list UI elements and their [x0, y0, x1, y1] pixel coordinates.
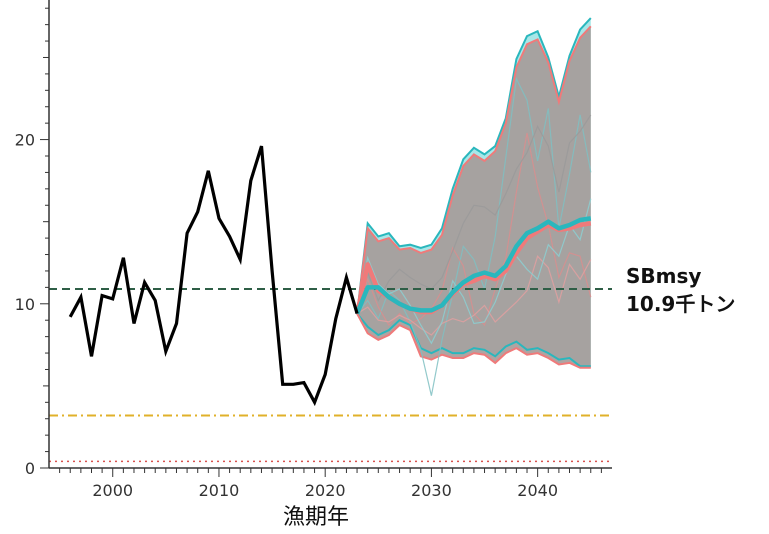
x-tick-label: 2000: [92, 481, 133, 500]
median-line-0: [355, 216, 592, 315]
x-tick-label: 2010: [199, 481, 240, 500]
sbmsy-label-line2: 10.9千トン: [626, 292, 736, 316]
x-tick-label: 2020: [305, 481, 346, 500]
band-lower-1: [356, 313, 591, 369]
sample-path-4: [356, 198, 592, 345]
x-axis-title: 漁期年: [283, 505, 349, 530]
historical-line: [68, 145, 359, 407]
projection-bands: [356, 17, 592, 369]
sample-path-0: [356, 76, 592, 396]
x-ticks: 2000 2010 2020 2030 2040: [59, 468, 602, 500]
band-1: [357, 26, 591, 368]
band-upper-0: [356, 17, 592, 314]
y-ticks: 0 10 20: [15, 7, 49, 478]
sbmsy-label-line1: SBmsy: [626, 264, 702, 288]
band-upper-1: [356, 25, 592, 314]
sample-paths: [356, 76, 592, 396]
sample-path-2: [356, 114, 592, 314]
y-tick-label: 10: [15, 295, 35, 314]
sbmsy-label: SBmsy 10.9千トン: [626, 262, 735, 318]
axes: [48, 0, 612, 469]
y-tick-label: 20: [15, 131, 35, 150]
historical-series: [68, 145, 359, 407]
sample-path-3: [356, 255, 592, 336]
x-tick-label: 2040: [517, 481, 558, 500]
median-lines: [354, 216, 592, 315]
band-lower-0: [356, 312, 591, 368]
y-tick-label: 0: [25, 459, 35, 478]
x-tick-label: 2030: [411, 481, 452, 500]
